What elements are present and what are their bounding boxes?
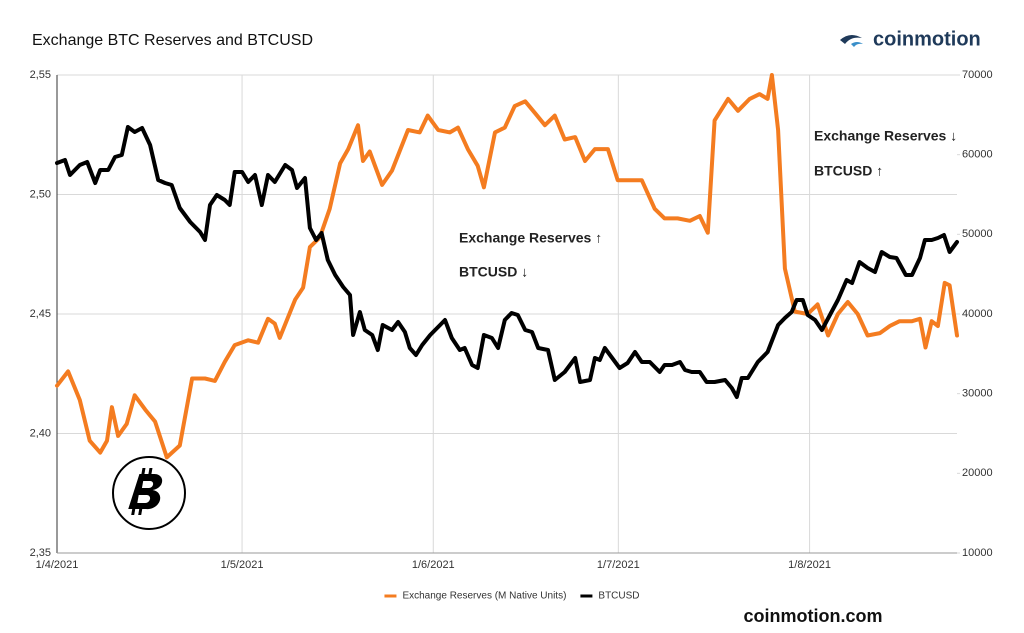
legend-label: Exchange Reserves (M Native Units) [402,591,566,602]
x-tick-label: 1/7/2021 [597,559,640,571]
footer-url: coinmotion.com [744,606,883,626]
y2-tick-label: 40000 [962,308,993,320]
bitcoin-glyph-bar [148,468,153,476]
x-tick-label: 1/8/2021 [788,559,831,571]
y-tick-label: 2,40 [30,427,51,439]
series-line [55,125,959,399]
brand-logo: coinmotion [840,28,981,50]
y2-tick-label: 30000 [962,388,993,400]
chart-title: Exchange BTC Reserves and BTCUSD [32,32,313,49]
bitcoin-glyph [128,473,163,510]
y2-tick-label: 60000 [962,149,993,161]
series-line [55,73,959,460]
y-tick-label: 2,35 [30,547,51,559]
annotation: Exchange Reserves ↓ [814,128,957,144]
brand-name: coinmotion [873,28,981,50]
y-tick-label: 2,55 [30,69,51,81]
x-tick-label: 1/5/2021 [221,559,264,571]
annotation: BTCUSD ↓ [459,264,528,280]
logo-swoosh-accent [851,42,863,47]
y2-tick-label: 70000 [962,69,993,81]
x-tick-label: 1/6/2021 [412,559,455,571]
logo-swoosh [840,34,862,44]
annotation: Exchange Reserves ↑ [459,230,602,246]
legend: Exchange Reserves (M Native Units) BTCUSD [384,591,640,602]
y2-tick-label: 20000 [962,467,993,479]
x-tick-label: 1/4/2021 [36,559,79,571]
annotation: BTCUSD ↑ [814,163,883,179]
y2-tick-label: 50000 [962,228,993,240]
bitcoin-glyph-bar [131,507,136,515]
y2-tick-label: 10000 [962,547,993,559]
y-tick-label: 2,45 [30,308,51,320]
bitcoin-glyph-bar [138,507,143,515]
y-tick-label: 2,50 [30,188,51,200]
bitcoin-glyph-bar [141,468,146,476]
legend-label: BTCUSD [598,591,639,602]
bitcoin-icon [112,456,186,530]
